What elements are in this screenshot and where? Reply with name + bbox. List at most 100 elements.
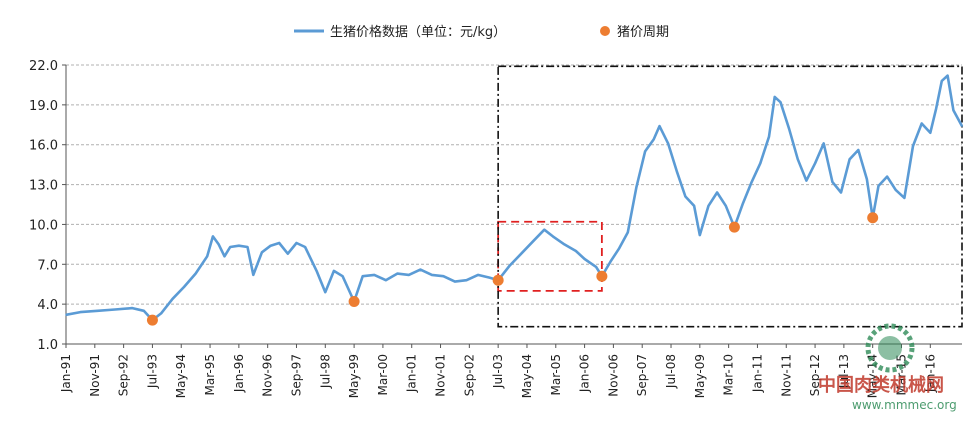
price-point	[831, 181, 834, 183]
price-point	[716, 191, 718, 194]
price-point	[742, 202, 744, 204]
price-point	[183, 286, 185, 288]
price-point	[929, 131, 932, 134]
price-point	[212, 235, 214, 238]
price-point	[779, 101, 782, 103]
x-tick-label: Mar-05	[549, 354, 563, 395]
price-point	[822, 142, 825, 145]
x-tick-label: Jan-96	[232, 354, 246, 393]
price-point	[575, 250, 577, 252]
x-tick-label: Jan-91	[59, 354, 73, 393]
cycle-point	[728, 221, 740, 233]
x-tick-label: Jul-13	[837, 354, 851, 389]
price-point	[667, 142, 669, 145]
watermark-gear-icon	[865, 323, 915, 373]
price-point	[278, 242, 280, 244]
price-point	[217, 243, 220, 246]
price-point	[408, 274, 410, 276]
watermark-gear-core-icon	[878, 336, 902, 360]
price-series-line	[65, 74, 964, 322]
price-point	[866, 178, 868, 181]
cycle-point	[492, 274, 504, 286]
x-tick-label: Jul-98	[318, 354, 332, 389]
price-point	[488, 276, 491, 279]
x-tick-label: Jul-93	[145, 354, 159, 389]
y-tick-label: 19.0	[29, 99, 58, 114]
x-tick-label: Nov-01	[434, 354, 448, 397]
watermark: 中国肉类机械网 www.mmmec.org	[818, 323, 957, 412]
grid-lines	[66, 64, 962, 305]
x-tick-label: Sep-07	[635, 354, 649, 396]
price-point	[796, 158, 799, 161]
x-tick-label: Mar-95	[203, 354, 217, 395]
y-tick-label: 10.0	[29, 218, 58, 233]
price-point	[194, 272, 197, 275]
y-tick-label: 22.0	[29, 59, 58, 74]
price-point	[315, 270, 318, 272]
price-point	[848, 158, 851, 161]
y-tick-label: 4.0	[37, 298, 58, 313]
price-point	[768, 135, 770, 138]
price-point	[96, 309, 99, 312]
x-tick-label: May-99	[347, 354, 361, 398]
price-point	[609, 260, 612, 263]
price-point	[877, 185, 880, 187]
price-point	[750, 181, 753, 183]
price-point	[269, 244, 272, 247]
price-point	[65, 313, 67, 316]
price-point	[341, 275, 344, 278]
price-point	[805, 179, 808, 182]
price-point	[724, 205, 727, 207]
price-point	[361, 275, 364, 278]
y-tick-label: 1.0	[37, 338, 58, 353]
price-point	[229, 246, 232, 248]
x-tick-label: Mar-00	[376, 354, 390, 395]
price-point	[857, 149, 860, 151]
price-point	[142, 309, 145, 312]
price-point	[552, 235, 554, 238]
x-tick-label: Sep-97	[289, 354, 303, 396]
price-point	[114, 308, 116, 311]
x-tick-label: Mar-15	[894, 354, 908, 395]
price-point	[396, 272, 399, 275]
price-point	[223, 255, 226, 258]
price-point	[652, 138, 655, 141]
price-point	[520, 252, 523, 255]
price-point	[595, 266, 597, 268]
price-point	[675, 170, 678, 173]
price-point	[465, 279, 468, 282]
price-point	[287, 252, 289, 255]
watermark-site-url: www.mmmec.org	[852, 398, 957, 412]
price-point	[477, 274, 479, 276]
cycle-point	[348, 295, 360, 307]
x-tick-label: Jan-06	[578, 354, 592, 393]
x-tick-label: Jan-11	[750, 354, 764, 393]
price-point	[903, 197, 906, 199]
price-point	[442, 275, 445, 278]
price-point	[206, 255, 208, 258]
x-tick-label: Nov-11	[779, 354, 793, 397]
x-tick-label: Mar-10	[722, 354, 736, 395]
x-tick-label: Sep-02	[462, 354, 476, 396]
price-point	[912, 145, 914, 147]
annotation-boxes	[497, 65, 963, 328]
y-tick-label: 7.0	[37, 258, 58, 273]
price-point	[920, 122, 923, 125]
price-point	[941, 80, 943, 82]
legend: 生猪价格数据（单位：元/kg） 猪价周期	[294, 24, 669, 40]
price-point	[246, 246, 249, 248]
price-point	[431, 274, 433, 276]
x-tick-label: Nov-96	[261, 354, 275, 397]
price-point	[935, 108, 937, 110]
price-point	[894, 189, 897, 191]
price-point	[946, 74, 949, 77]
price-point	[814, 162, 816, 165]
price-point	[886, 175, 888, 178]
price-point	[373, 274, 376, 276]
price-point	[952, 109, 955, 111]
price-point	[238, 244, 240, 247]
watermark-site-name: 中国肉类机械网	[818, 374, 944, 396]
price-point	[79, 311, 82, 313]
price-point	[563, 243, 566, 246]
x-tick-label: Sep-92	[117, 354, 131, 396]
